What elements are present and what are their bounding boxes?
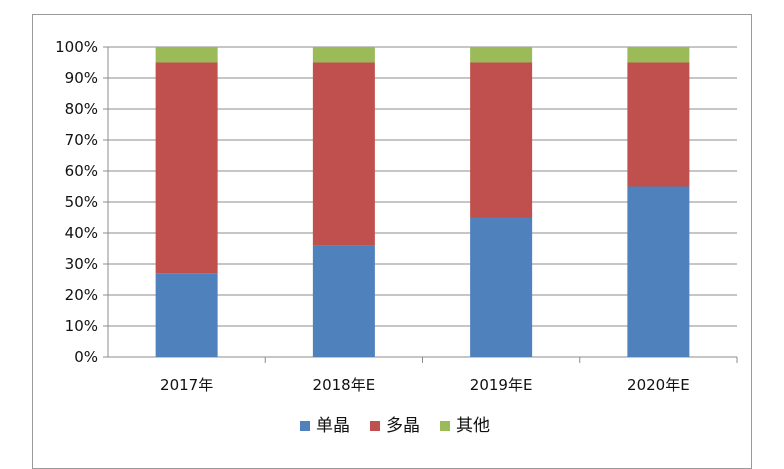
y-tick-label: 40% (65, 224, 98, 242)
bar-segment (312, 245, 375, 357)
y-tick-label: 80% (65, 100, 98, 118)
x-category-label: 2017年 (160, 376, 213, 394)
bar-segment (312, 62, 375, 246)
legend-label: 单晶 (316, 416, 350, 436)
bar-segment (470, 47, 533, 63)
legend-label: 多晶 (386, 416, 420, 436)
x-category-label: 2020年E (627, 376, 690, 394)
y-tick-label: 0% (74, 348, 98, 366)
bar-segment (155, 47, 218, 63)
y-tick-label: 70% (65, 131, 98, 149)
legend-swatch (300, 421, 310, 431)
bar-segment (470, 62, 533, 218)
y-tick-label: 90% (65, 69, 98, 87)
y-tick-label: 10% (65, 317, 98, 335)
bar-segment (155, 62, 218, 274)
y-tick-label: 100% (55, 38, 98, 56)
y-tick-label: 20% (65, 286, 98, 304)
y-tick-label: 50% (65, 193, 98, 211)
bar-segment (312, 47, 375, 63)
x-category-label: 2018年E (313, 376, 376, 394)
x-category-label: 2019年E (470, 376, 533, 394)
bar-segment (155, 273, 218, 357)
bar-segment (627, 47, 690, 63)
legend-swatch (370, 421, 380, 431)
legend-swatch (440, 421, 450, 431)
bar-segment (627, 62, 690, 187)
legend-label: 其他 (456, 416, 490, 436)
y-tick-label: 60% (65, 162, 98, 180)
stacked-bar-chart: 0% 10% 20% 30% 40% 50% 60% 70% 80% 90% 100% 2017年 20… (55, 38, 738, 436)
bar-segment (627, 186, 690, 357)
y-tick-label: 30% (65, 255, 98, 273)
bar-segment (470, 217, 533, 357)
